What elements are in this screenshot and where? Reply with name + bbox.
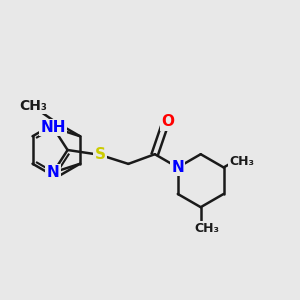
Text: S: S [94, 147, 105, 162]
Text: O: O [161, 114, 174, 129]
Text: CH₃: CH₃ [19, 99, 47, 113]
Text: N: N [171, 160, 184, 175]
Text: NH: NH [40, 120, 66, 135]
Text: CH₃: CH₃ [195, 222, 220, 235]
Text: CH₃: CH₃ [229, 155, 254, 168]
Text: N: N [47, 165, 59, 180]
